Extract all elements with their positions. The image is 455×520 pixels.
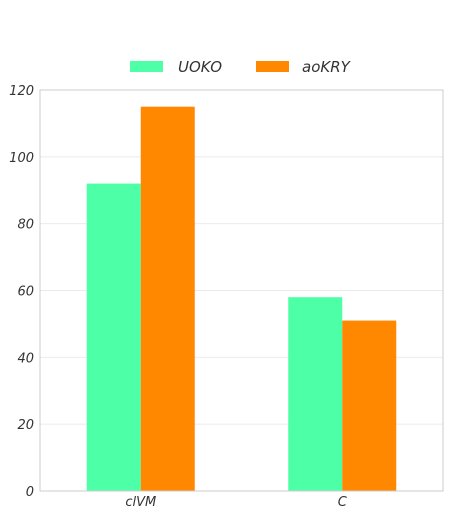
bar-aokry-c <box>342 320 397 491</box>
y-tick-label: 120 <box>9 84 34 99</box>
x-tick-label: C <box>338 495 348 510</box>
y-tick-label: 60 <box>17 285 34 300</box>
plot-frame <box>39 89 444 492</box>
bar-aokry-clvm <box>140 106 195 491</box>
y-tick-label: 20 <box>17 418 34 433</box>
legend-label-uoko: UOKO <box>178 58 222 76</box>
x-tick-label: clVM <box>125 495 156 510</box>
y-tick-label: 100 <box>9 151 34 166</box>
y-tick-label: 0 <box>26 485 34 500</box>
y-tick-label: 80 <box>17 218 34 233</box>
y-axis-ticks: 0 20 40 60 80 100 120 <box>9 84 34 500</box>
bar-uoko-clvm <box>86 183 141 492</box>
x-axis-ticks: clVM C <box>125 495 347 510</box>
legend-label-aokry: aoKRY <box>302 58 352 76</box>
y-tick-label: 40 <box>17 351 34 366</box>
bar-uoko-c <box>288 297 343 491</box>
legend-swatch-aokry <box>256 61 289 72</box>
bars <box>86 106 397 492</box>
legend-swatch-uoko <box>130 61 163 72</box>
legend: UOKO aoKRY <box>130 58 352 76</box>
